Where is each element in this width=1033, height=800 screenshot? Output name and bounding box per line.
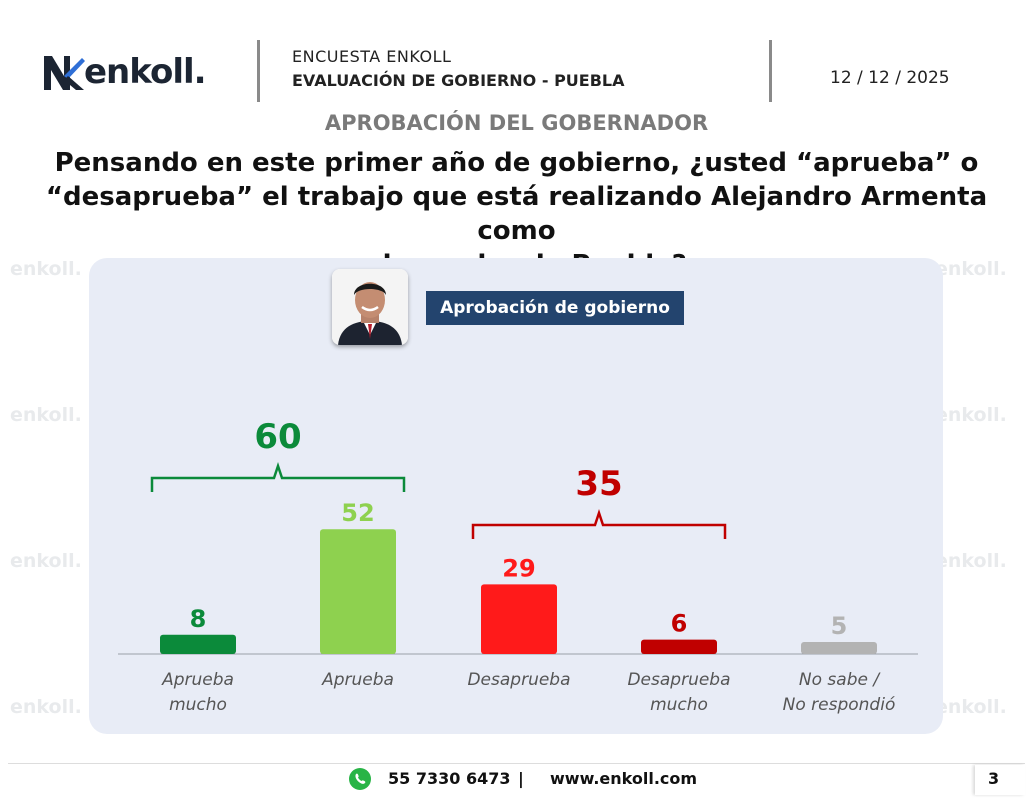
category-label: Desaprueba — [467, 670, 570, 690]
bar — [481, 584, 557, 654]
bar — [801, 642, 877, 654]
bar-value-label: 29 — [502, 554, 535, 582]
footer-bar — [8, 763, 1025, 796]
category-label: Aprueba — [321, 670, 394, 690]
footer-phone: 55 7330 6473 — [388, 769, 511, 788]
survey-info: ENCUESTA ENKOLL EVALUACIÓN DE GOBIERNO -… — [292, 47, 624, 90]
chart-panel — [89, 258, 943, 734]
category-label: Desaprueba — [627, 670, 730, 690]
bar-value-label: 6 — [671, 610, 688, 638]
bar-value-label: 5 — [831, 612, 848, 640]
governor-photo — [332, 269, 408, 345]
group-total-label: 60 — [254, 417, 301, 457]
category-label: mucho — [650, 695, 708, 715]
group-bracket — [150, 462, 406, 492]
survey-title: ENCUESTA ENKOLL — [292, 47, 452, 66]
bar — [320, 529, 396, 654]
category-label: No sabe / — [799, 670, 881, 690]
survey-date: 12 / 12 / 2025 — [830, 68, 950, 88]
category-label: Aprueba — [161, 670, 234, 690]
group-bracket — [471, 509, 727, 539]
section-title: APROBACIÓN DEL GOBERNADOR — [324, 111, 709, 135]
bar — [641, 639, 717, 654]
bar — [160, 634, 236, 654]
footer-website-link[interactable]: www.enkoll.com — [550, 769, 698, 788]
page-number: 3 — [988, 769, 1000, 788]
survey-subtitle: EVALUACIÓN DE GOBIERNO - PUEBLA — [292, 71, 625, 90]
enkoll-logo-mark-icon — [44, 56, 85, 90]
approval-badge: Aprobación de gobierno — [426, 291, 684, 325]
group-total-label: 35 — [575, 464, 622, 504]
question-line-1: Pensando en este primer año de gobierno,… — [54, 148, 979, 178]
whatsapp-icon — [349, 768, 371, 790]
category-label: mucho — [169, 695, 227, 715]
bar-value-label: 52 — [341, 499, 374, 527]
question-line-2: “desaprueba” el trabajo que está realiza… — [45, 182, 988, 246]
footer-separator: | — [518, 769, 524, 788]
governor-portrait-icon — [332, 269, 408, 345]
header-divider-right — [769, 40, 772, 102]
bar-value-label: 8 — [190, 605, 207, 633]
page-number-box — [975, 765, 1025, 795]
header-divider-left — [257, 40, 260, 102]
brand-name: enkoll. — [84, 52, 207, 92]
category-label: No respondió — [783, 695, 896, 715]
enkoll-logo: enkoll. — [42, 52, 207, 92]
